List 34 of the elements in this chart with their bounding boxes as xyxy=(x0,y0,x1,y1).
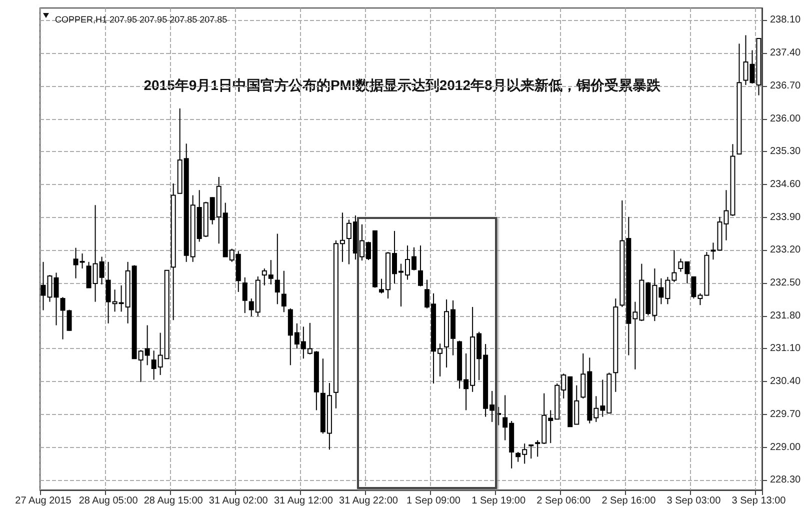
y-tick-label: 231.10 xyxy=(770,343,802,354)
x-tick-label: 28 Aug 15:00 xyxy=(144,496,204,506)
candlestick xyxy=(496,406,502,426)
candlestick xyxy=(281,270,286,313)
x-tick-label: 31 Aug 12:00 xyxy=(274,496,334,506)
y-tick-label: 229.00 xyxy=(770,442,802,453)
y-tick-label: 229.70 xyxy=(770,408,802,420)
y-tick-label: 232.50 xyxy=(770,278,802,289)
y-tick-label: 234.60 xyxy=(770,178,802,190)
x-tick-label: 2 Sep 06:00 xyxy=(536,496,592,506)
x-tick-label: 1 Sep 19:00 xyxy=(472,496,526,506)
y-tick-label: 236.00 xyxy=(770,113,802,124)
x-tick-label: 31 Aug 02:00 xyxy=(208,496,268,506)
x-tick-label: 1 Sep 09:00 xyxy=(406,496,461,506)
candlestick xyxy=(242,276,248,314)
x-tick-label: 3 Sep 03:00 xyxy=(666,496,722,506)
x-tick-label: 3 Sep 13:00 xyxy=(732,496,786,506)
y-tick-label: 231.80 xyxy=(770,310,802,322)
y-tick-label: 233.90 xyxy=(770,212,802,223)
x-tick-label: 2 Sep 16:00 xyxy=(602,496,656,506)
y-tick-label: 228.30 xyxy=(770,474,802,486)
y-tick-label: 236.70 xyxy=(770,80,802,92)
x-tick-label: 28 Aug 05:00 xyxy=(78,496,138,506)
x-tick-label: 31 Aug 22:00 xyxy=(339,496,398,506)
y-tick-label: 233.20 xyxy=(770,244,802,256)
y-tick-label: 230.40 xyxy=(770,376,802,388)
candlestick xyxy=(274,233,280,305)
y-tick-label: 237.40 xyxy=(770,48,802,59)
y-tick-label: 238.10 xyxy=(770,14,802,26)
candlestick xyxy=(418,244,424,287)
candlestick xyxy=(528,444,534,460)
text: COPPER,H1 207.95 207.95 207.85 207.85 xyxy=(55,14,228,24)
y-tick-label: 235.30 xyxy=(770,146,802,158)
x-tick-label: 27 Aug 2015 xyxy=(15,496,72,506)
